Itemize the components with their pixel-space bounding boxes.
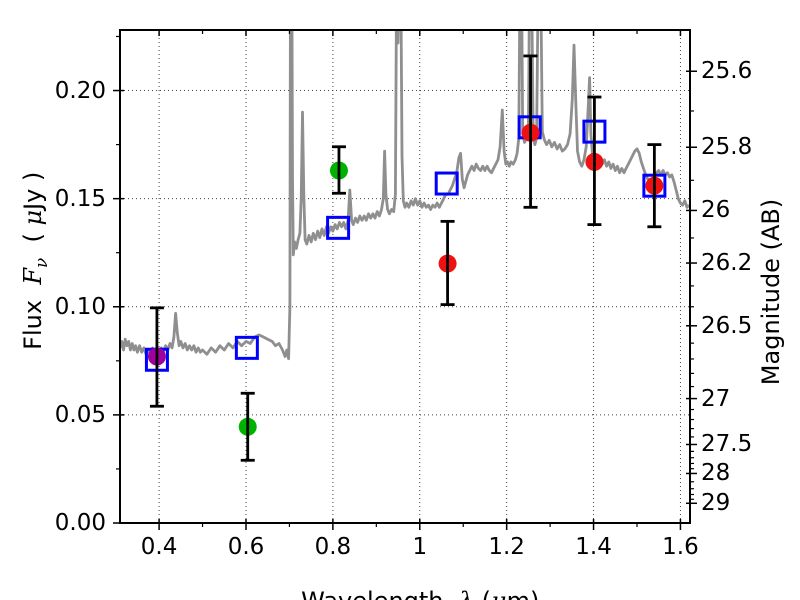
y-right-tick-label: 28	[701, 460, 731, 487]
x-axis-unit-close: m)	[507, 587, 540, 600]
y-left-tick-label: 0.10	[54, 293, 106, 320]
x-axis-label: Wavelength λ (μm)	[120, 556, 690, 600]
x-axis-label-word: Wavelength	[301, 587, 459, 600]
x-tick-label: 1.4	[575, 534, 612, 560]
error-bars	[149, 54, 662, 462]
y-right-tick-label: 25.8	[701, 134, 753, 161]
mu-symbol: μ	[491, 587, 507, 600]
model-spectrum	[121, 31, 689, 361]
x-tick-label: 0.6	[227, 534, 265, 560]
nu-subscript: ν	[30, 257, 51, 269]
x-tick-label: 0.4	[140, 534, 178, 560]
axis-ticks	[113, 30, 697, 530]
y-left-tick-label: 0.00	[54, 510, 106, 536]
x-tick-label: 1	[412, 534, 428, 560]
y-left-tick-label: 0.15	[54, 185, 106, 212]
y-axis-label-right: Magnitude (AB)	[757, 198, 785, 386]
y-right-tick-label: 27	[701, 385, 731, 412]
y-right-tick-label: 25.6	[701, 58, 753, 85]
y-left-tick-label: 0.05	[54, 401, 106, 428]
x-tick-label: 0.8	[314, 534, 352, 560]
y-left-unit-open: (	[19, 225, 48, 258]
y-right-tick-label: 29	[701, 490, 731, 517]
x-tick-label: 1.2	[488, 534, 525, 560]
blue-open-squares	[144, 115, 667, 372]
y-right-tick-label: 27.5	[701, 431, 753, 458]
x-axis-unit-open: (	[474, 587, 491, 600]
y-right-tick-label: 26.5	[701, 312, 753, 339]
y-left-tick-label: 0.20	[54, 77, 106, 104]
lambda-symbol: λ	[459, 587, 474, 600]
flux-symbol: F	[19, 268, 48, 285]
gridlines	[120, 30, 690, 523]
x-tick-label: 1.6	[662, 534, 699, 560]
y-right-tick-label: 26.2	[701, 250, 753, 277]
y-right-tick-label: 26	[701, 197, 731, 224]
plot-border	[119, 29, 691, 524]
